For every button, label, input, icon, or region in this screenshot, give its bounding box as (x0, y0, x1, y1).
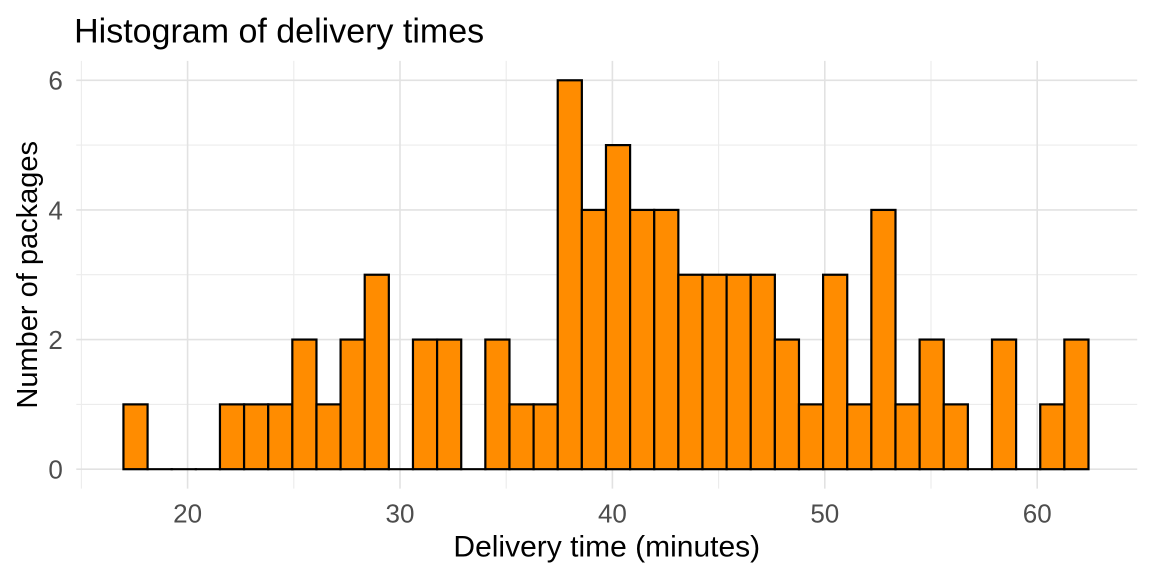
svg-text:60: 60 (1023, 499, 1052, 529)
svg-text:0: 0 (48, 455, 62, 485)
svg-text:2: 2 (48, 325, 62, 355)
svg-text:Number of packages: Number of packages (12, 141, 44, 409)
svg-text:40: 40 (598, 499, 627, 529)
svg-text:50: 50 (810, 499, 839, 529)
svg-text:30: 30 (386, 499, 415, 529)
svg-text:Histogram of delivery times: Histogram of delivery times (74, 13, 484, 51)
svg-text:4: 4 (48, 195, 62, 225)
svg-text:Delivery time (minutes): Delivery time (minutes) (453, 530, 760, 563)
svg-text:6: 6 (48, 66, 62, 96)
svg-text:20: 20 (173, 499, 202, 529)
